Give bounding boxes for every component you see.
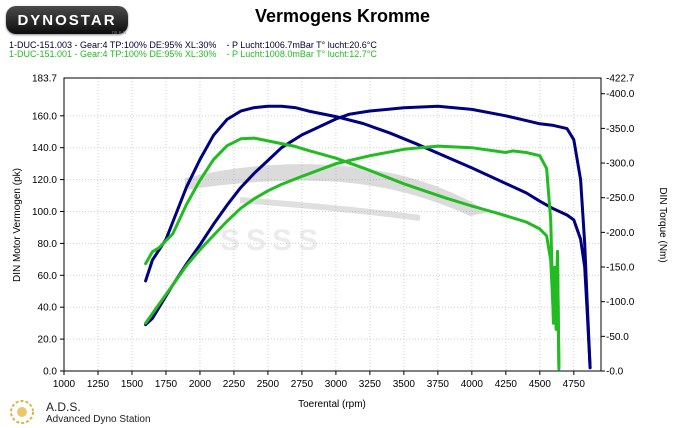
dynostar-logo: DYNOSTAR [6, 6, 128, 34]
x-tick-label: 4000 [461, 379, 484, 390]
y-tick-label: 60.0 [38, 271, 58, 282]
y2-max-label: -422.7 [606, 74, 635, 85]
y-tick-label: 140.0 [32, 143, 57, 154]
series-lines [144, 104, 592, 371]
x-tick-label: 2000 [189, 379, 212, 390]
plot-frame [63, 77, 602, 372]
run1-torque-line [144, 104, 592, 369]
x-tick-label: 1250 [87, 379, 110, 390]
watermark-text: SSSS [220, 224, 324, 257]
x-tick-label: 3000 [325, 379, 348, 390]
y-tick-label: 20.0 [38, 335, 58, 346]
y2-tick-label: -200.0 [606, 228, 635, 239]
run-info-1: 1-DUC-151.003 - Gear:4 TP:100% DE:95% XL… [9, 40, 377, 50]
x-tick-label: 3750 [427, 379, 450, 390]
y2-tick-label: -250.0 [606, 193, 635, 204]
y2-tick-label: -150.0 [606, 263, 635, 274]
run-info-2: 1-DUC-151.001 - Gear:4 TP:100% DE:95% XL… [9, 49, 377, 59]
chart-title: Vermogens Kromme [254, 6, 431, 26]
watermark-car-line [239, 197, 421, 221]
y2-tick-label: -100.0 [606, 297, 635, 308]
y2-tick-label: -300.0 [606, 159, 635, 170]
y2-tick-label: -0.0 [606, 367, 624, 378]
y-max-label: 183.7 [32, 74, 57, 85]
x-tick-label: 2500 [257, 379, 280, 390]
y-tick-label: 100.0 [32, 207, 57, 218]
y2-tick-label: -400.0 [606, 89, 635, 100]
run2-power-line [144, 144, 561, 368]
y-tick-label: 0.0 [43, 367, 57, 378]
x-tick-label: 2250 [223, 379, 246, 390]
axes: 1000 1250 1500 1750 2000 2250 2500 2750 3000 3250… [32, 74, 635, 391]
y-tick-label: 40.0 [38, 303, 58, 314]
x-tick-label: 4750 [563, 379, 586, 390]
y2-tick-label: -350.0 [606, 124, 635, 135]
x-tick-label: 1000 [53, 379, 76, 390]
y2-tick-label: -50.0 [606, 332, 629, 343]
y2-axis-label: DIN Torque (Nm) [657, 187, 668, 262]
x-tick-label: 2750 [291, 379, 314, 390]
ads-title: A.D.S. [46, 400, 81, 414]
x-tick-label: 4500 [529, 379, 552, 390]
x-tick-label: 4250 [495, 379, 518, 390]
logo-caption: ns e n [112, 30, 126, 36]
plot-background [64, 78, 601, 371]
watermark-car-shape [185, 164, 490, 216]
x-axis-label: Toerental (rpm) [298, 399, 366, 410]
ads-logo-icon [10, 400, 34, 424]
y-tick-label: 80.0 [38, 239, 58, 250]
watermark-car: SSSS [185, 164, 490, 257]
x-tick-label: 1750 [155, 379, 178, 390]
logo-text: DYNOSTAR [17, 11, 117, 29]
x-tick-label: 1500 [121, 379, 144, 390]
y-tick-label: 160.0 [32, 111, 57, 122]
ads-subtitle: Advanced Dyno Station [46, 414, 151, 425]
x-tick-label: 3250 [359, 379, 382, 390]
run2-torque-line [144, 136, 561, 371]
x-tick-label: 3500 [393, 379, 416, 390]
y-axis-label: DIN Motor Vermogen (pk) [12, 168, 23, 282]
y-tick-label: 120.0 [32, 175, 57, 186]
